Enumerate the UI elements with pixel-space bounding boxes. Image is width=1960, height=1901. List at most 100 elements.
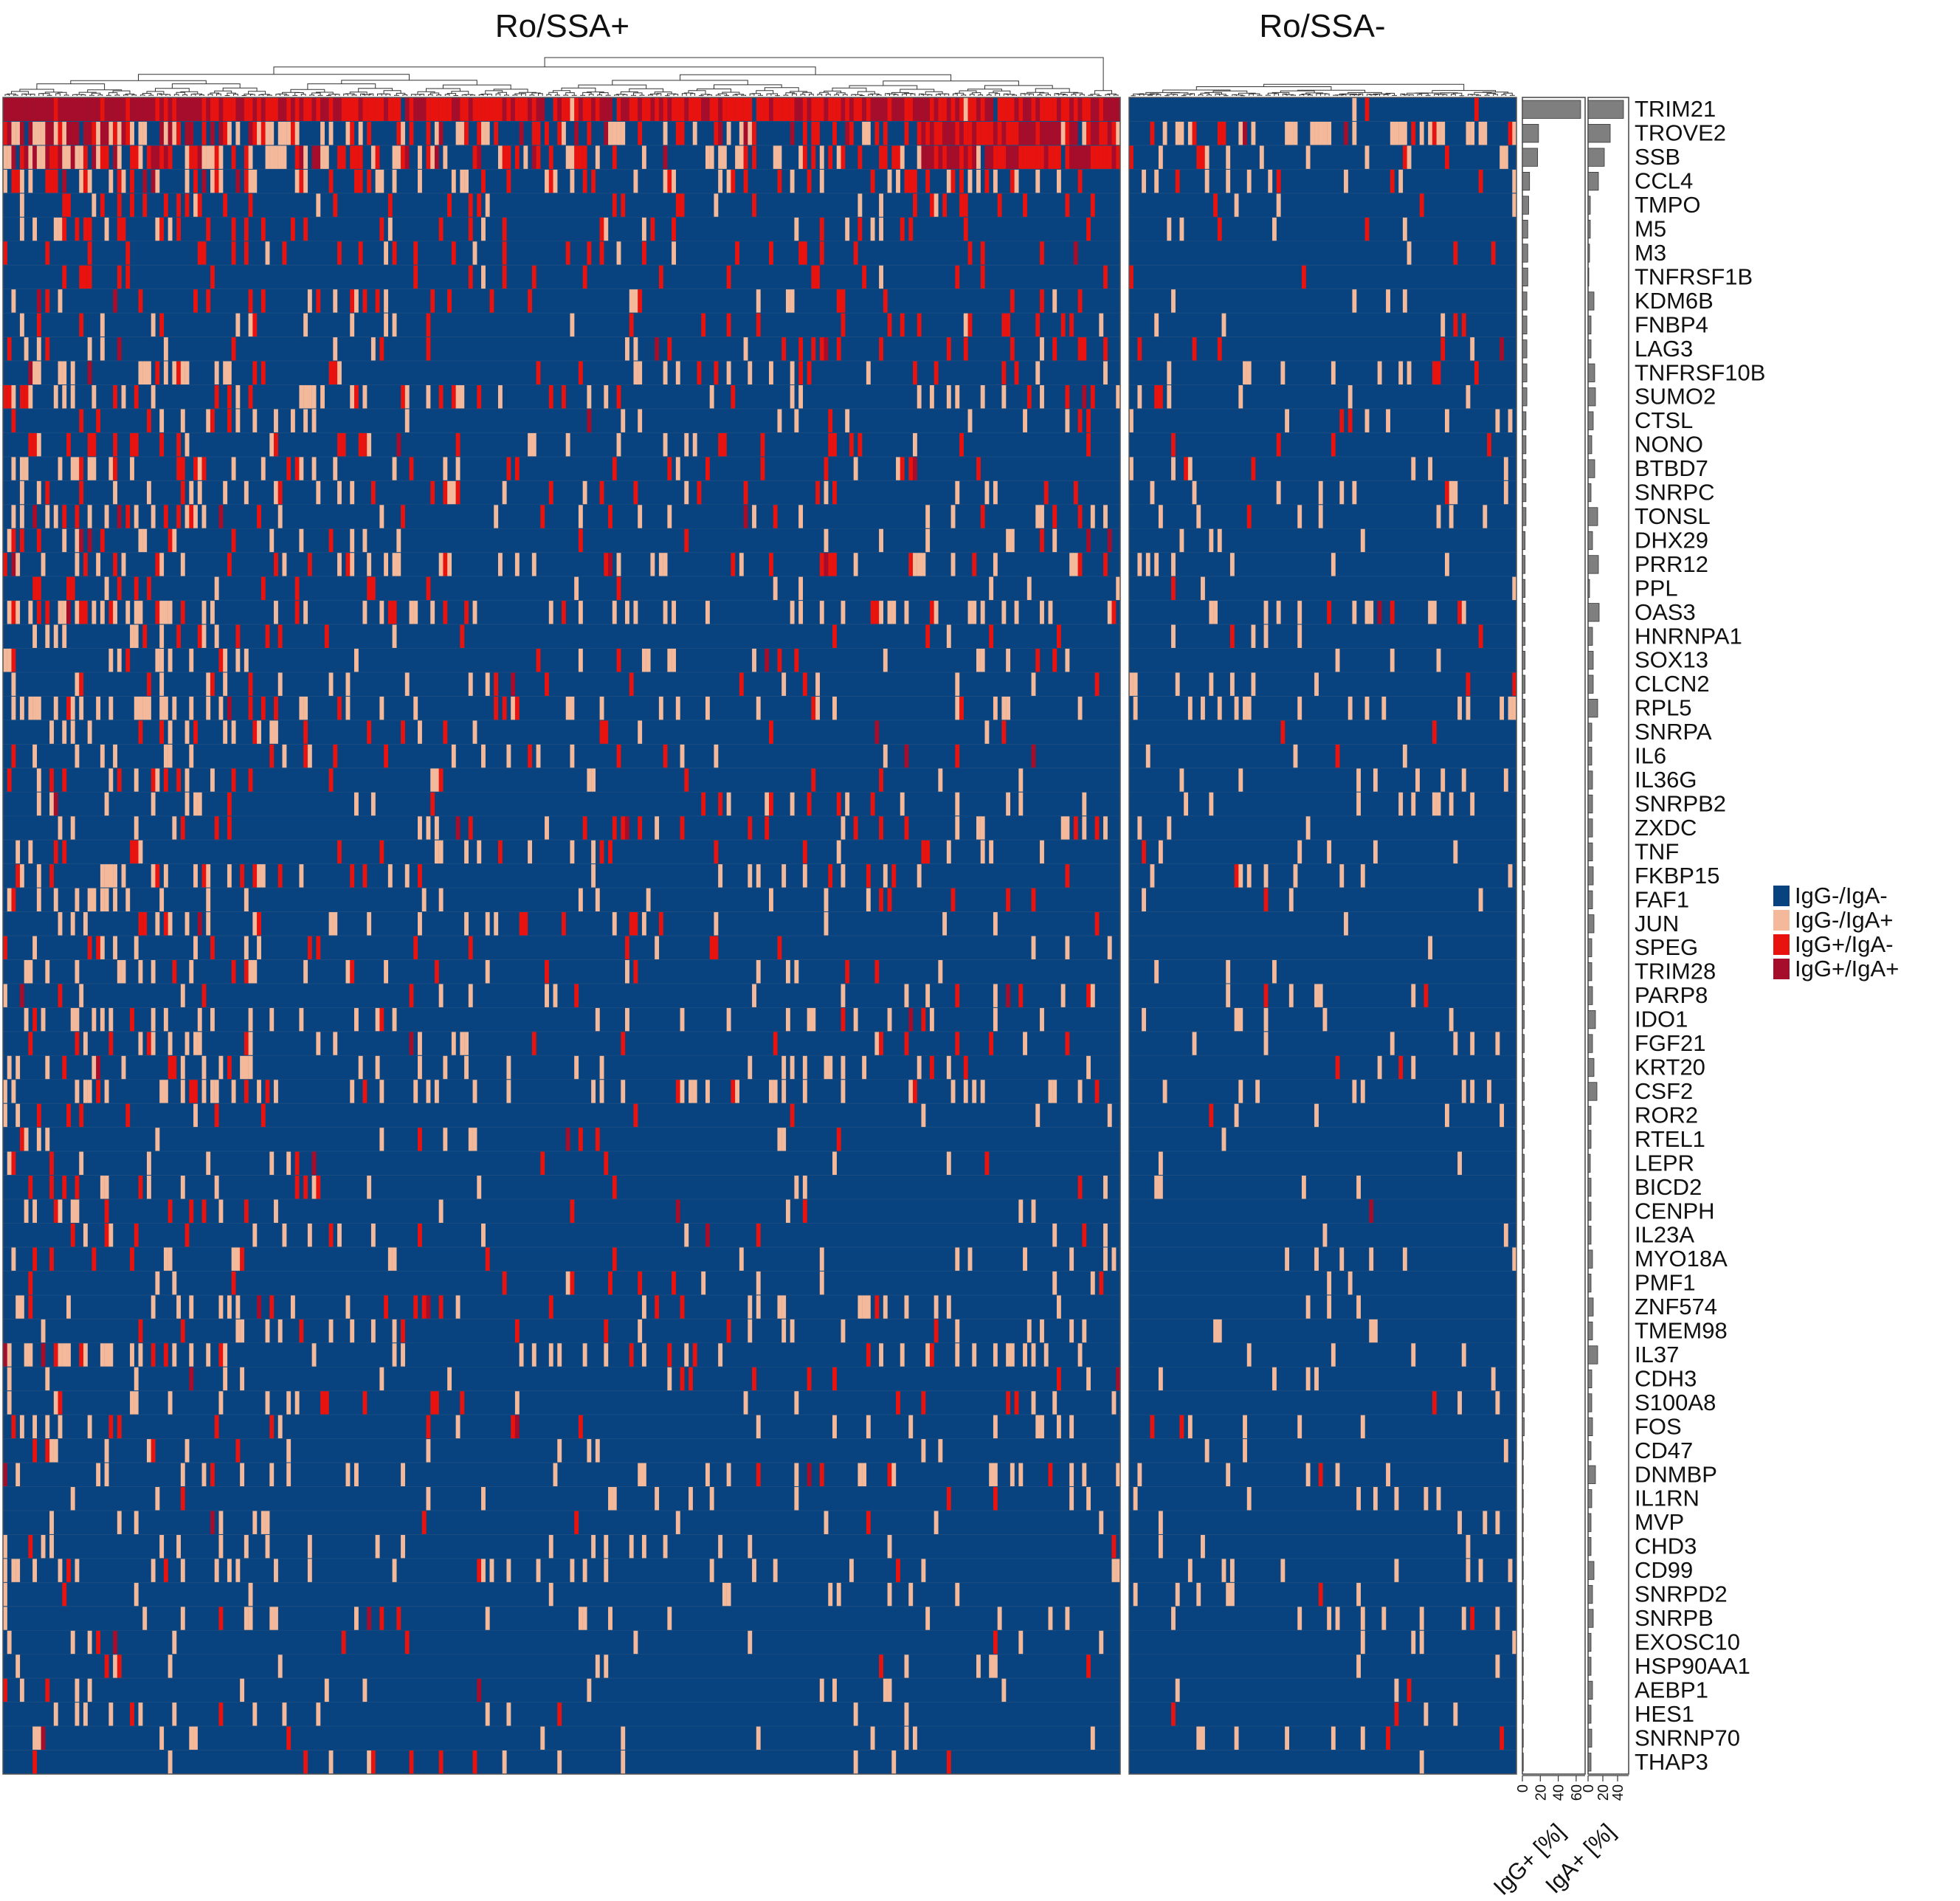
heatmap-cell [1394,1559,1399,1582]
heatmap-cell [807,97,812,121]
heatmap-cell [1077,1343,1083,1367]
gene-label: SUMO2 [1635,384,1716,410]
heatmap-cell [1217,217,1222,241]
igg-positive-bar [1522,1201,1525,1221]
heatmap-cell [218,649,224,672]
heatmap-cell [53,1702,58,1726]
heatmap-cell [925,97,931,121]
heatmap-cell [392,145,397,169]
heatmap-cell [49,1247,54,1271]
heatmap-cell [849,1559,854,1582]
heatmap-cell [511,696,516,720]
heatmap-cell [1495,1391,1500,1415]
gene-label: HNRNPA1 [1635,623,1742,649]
igg-positive-bar [1522,746,1526,766]
heatmap-cell [904,744,909,768]
heatmap-cell [206,409,211,432]
heatmap-cell [303,409,308,432]
heatmap-cell [252,864,258,888]
heatmap-cell [1086,217,1091,241]
heatmap-cell [1512,121,1517,145]
heatmap-cell [929,97,934,121]
heatmap-cell [1415,768,1420,792]
heatmap-cell [858,97,863,121]
heatmap-cell [358,169,363,193]
heatmap-cell [739,145,744,169]
heatmap-cell [929,121,934,145]
heatmap-cell [1251,624,1256,649]
heatmap-cell [1052,528,1057,553]
heatmap-cell [53,121,58,145]
heatmap-cell [1234,1103,1239,1128]
heatmap-cell [1263,624,1269,649]
heatmap-cell [1377,361,1382,384]
igg-positive-bar [1522,842,1526,862]
heatmap-cell [781,1055,787,1080]
heatmap-cell [362,1080,368,1103]
heatmap-cell [7,384,12,409]
heatmap-cell [134,1391,139,1415]
heatmap-cell [19,480,24,505]
heatmap-cell [235,1559,241,1582]
igg-positive-bar [1522,1584,1524,1604]
heatmap-cell [1040,505,1044,528]
heatmap-cell [434,1080,439,1103]
heatmap-cell [638,1319,643,1343]
heatmap-cell [946,121,951,145]
heatmap-cell [938,959,943,984]
heatmap-cell [955,384,960,409]
heatmap-cell [227,696,232,720]
heatmap-cell [756,959,761,984]
heatmap-cell [426,384,431,409]
heatmap-cell [866,888,871,912]
heatmap-cell [117,265,122,289]
heatmap-cell [638,361,643,384]
heatmap-cell [214,145,219,169]
heatmap-cell [62,1055,67,1080]
heatmap-cell [409,457,414,480]
heatmap-cell [210,409,215,432]
heatmap-cell [1373,840,1378,864]
heatmap-cell [1103,361,1108,384]
heatmap-cell [1335,1463,1340,1487]
heatmap-cell [1196,1726,1201,1750]
iga-positive-bar [1587,1609,1594,1628]
gene-label: THAP3 [1635,1749,1708,1775]
heatmap-cell [168,720,173,744]
heatmap-cell [311,1343,317,1367]
heatmap-cell [798,576,804,601]
heatmap-cell [1023,409,1027,432]
heatmap-cell [311,384,317,409]
heatmap-cell [1432,601,1437,624]
heatmap-cell [1133,696,1138,720]
heatmap-cell [307,936,312,959]
heatmap-cell [1436,121,1441,145]
heatmap-cell [180,1463,185,1487]
heatmap-cell [1060,97,1066,121]
heatmap-cell [353,169,359,193]
heatmap-cell [197,912,202,936]
heatmap-cell [578,528,583,553]
heatmap-cell [337,696,342,720]
heatmap-cell [667,97,672,121]
heatmap-cell [32,744,38,768]
heatmap-cell [92,1247,97,1271]
heatmap-cell [548,1343,553,1367]
heatmap-cell [87,888,92,912]
heatmap-cell [578,1128,583,1151]
heatmap-cell [125,97,131,121]
heatmap-cell [443,97,448,121]
heatmap-cell [528,97,532,121]
heatmap-cell [409,121,414,145]
heatmap-cell [130,457,134,480]
heatmap-cell [345,672,351,696]
heatmap-cell [887,313,892,337]
heatmap-cell [121,553,126,576]
heatmap-cell [887,888,892,912]
heatmap-cell [189,1367,194,1391]
heatmap-cell [709,1487,714,1511]
heatmap-cell [1428,121,1433,145]
heatmap-cell [159,888,165,912]
heatmap-cell [75,1559,80,1582]
heatmap-cell [832,480,837,505]
